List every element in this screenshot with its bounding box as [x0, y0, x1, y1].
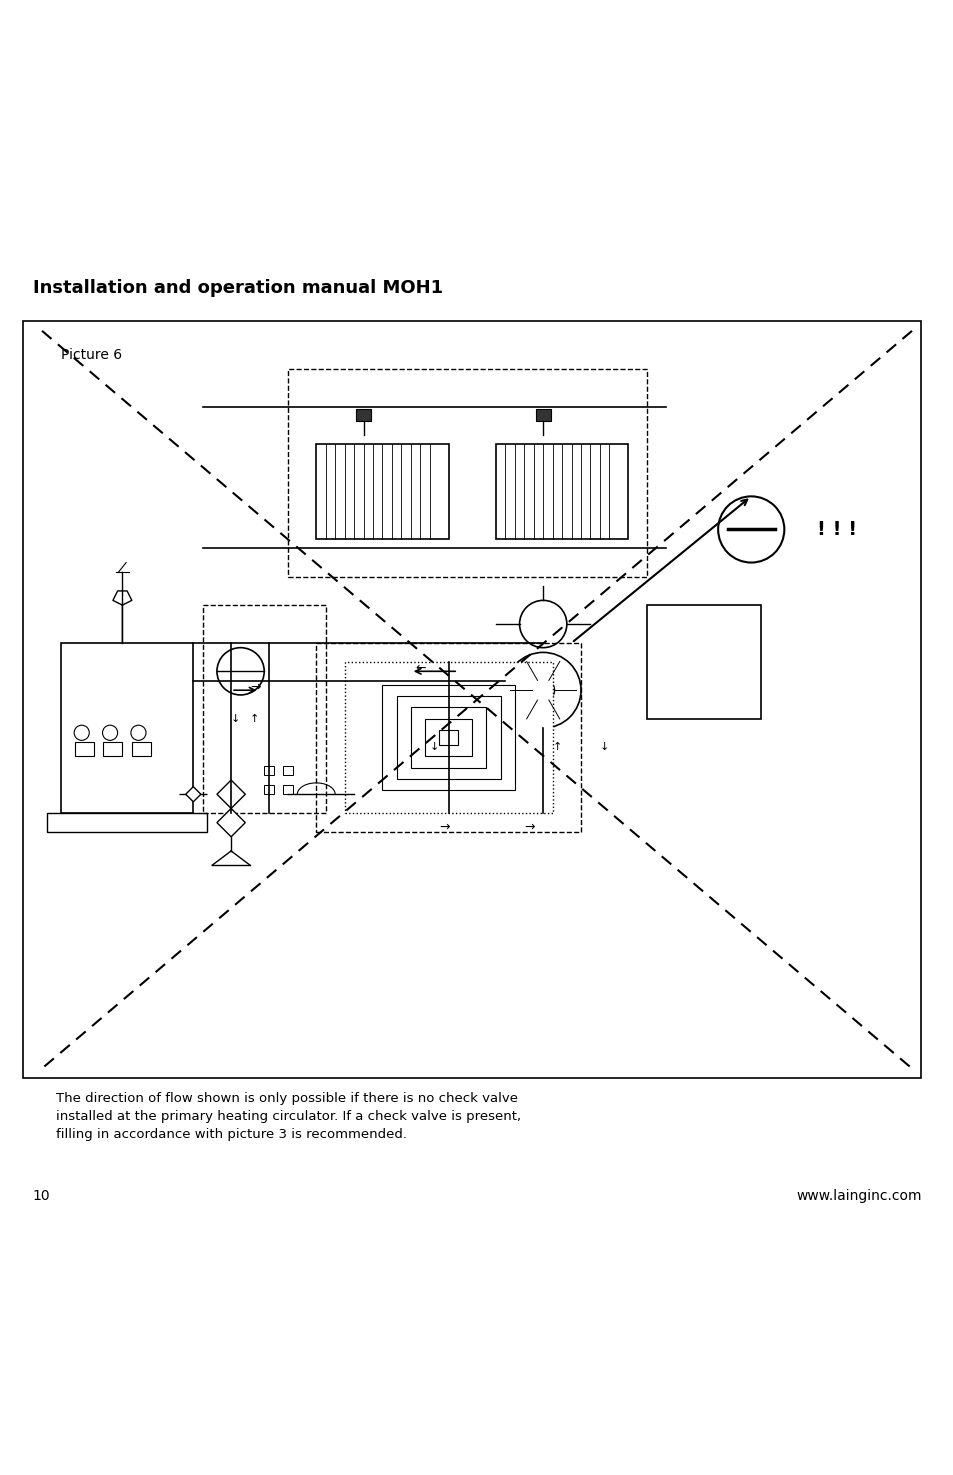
Text: ! ! !: ! ! ! [817, 521, 857, 538]
Bar [61, 643, 193, 813]
Bar [344, 662, 552, 813]
Text: ↑: ↑ [552, 742, 561, 752]
Bar [396, 696, 500, 779]
Text: →: → [438, 822, 449, 833]
Bar [23, 322, 921, 1078]
Text: ↓: ↓ [231, 714, 240, 724]
Text: →: → [250, 681, 260, 693]
Bar [315, 643, 580, 832]
Circle shape [74, 726, 90, 740]
Bar [47, 813, 207, 832]
Polygon shape [186, 786, 201, 802]
Polygon shape [216, 808, 245, 836]
Text: →: → [524, 822, 535, 833]
Bar [382, 684, 515, 791]
Bar [132, 742, 151, 757]
Text: ↓: ↓ [599, 742, 609, 752]
Text: Installation and operation manual MOH1: Installation and operation manual MOH1 [32, 279, 442, 298]
Bar [203, 605, 325, 813]
Circle shape [131, 726, 146, 740]
Text: Picture 6: Picture 6 [61, 348, 122, 361]
Circle shape [531, 678, 554, 702]
Bar [283, 785, 293, 794]
Text: 10: 10 [32, 1189, 51, 1204]
Bar [355, 410, 371, 420]
Bar [646, 605, 760, 718]
Bar [103, 742, 122, 757]
Bar [288, 369, 646, 577]
Text: ↓: ↓ [429, 742, 438, 752]
Circle shape [102, 726, 117, 740]
Bar [264, 766, 274, 776]
Circle shape [505, 652, 580, 729]
Bar [424, 718, 472, 757]
Text: ←: ← [416, 662, 426, 676]
Text: The direction of flow shown is only possible if there is no check valve
installe: The direction of flow shown is only poss… [56, 1092, 520, 1142]
Bar [438, 730, 457, 745]
Bar [75, 742, 94, 757]
Text: www.lainginc.com: www.lainginc.com [795, 1189, 921, 1204]
Bar [496, 444, 628, 538]
Bar [535, 410, 550, 420]
Circle shape [718, 497, 783, 562]
Circle shape [216, 648, 264, 695]
Text: ↑: ↑ [250, 714, 259, 724]
Circle shape [519, 600, 566, 648]
Polygon shape [216, 780, 245, 808]
Bar [315, 444, 448, 538]
Bar [411, 707, 486, 768]
Bar [283, 766, 293, 776]
Bar [264, 785, 274, 794]
